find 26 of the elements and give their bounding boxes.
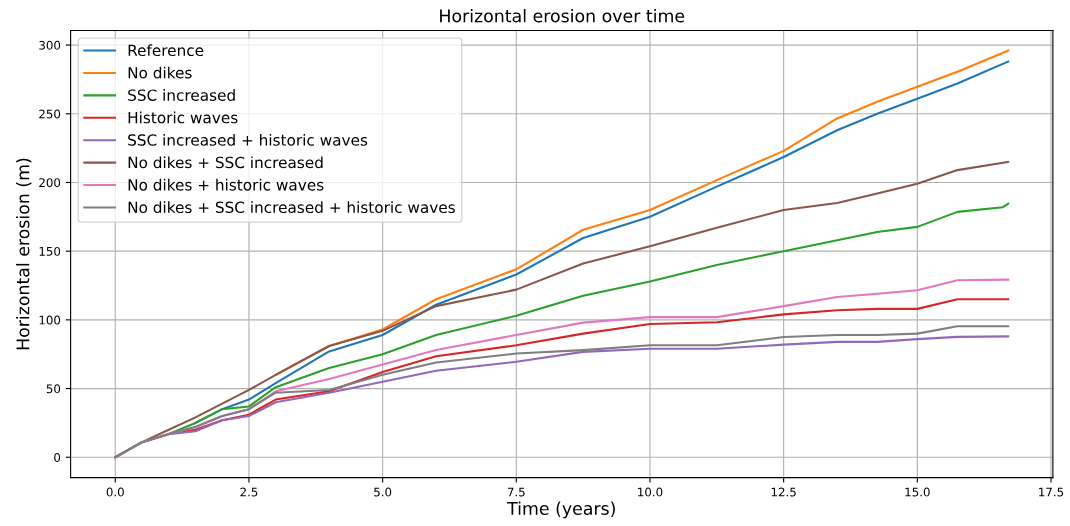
legend-label: No dikes + SSC increased + historic waves <box>128 201 455 214</box>
y-tick-label: 150 <box>39 246 61 256</box>
legend-label: SSC increased <box>128 89 235 101</box>
x-tick-label: 7.5 <box>507 487 525 497</box>
legend-label: No dikes <box>128 66 192 79</box>
y-tick-label: 0 <box>54 453 61 462</box>
y-tick-label: 100 <box>39 315 61 325</box>
legend-label: No dikes + SSC increased <box>128 156 323 169</box>
legend-label: Historic waves <box>128 111 238 124</box>
legend-label: SSC increased + historic waves <box>128 133 368 146</box>
y-tick-label: 300 <box>39 40 61 50</box>
x-tick-label: 5.0 <box>374 487 392 497</box>
x-tick-label: 12.5 <box>771 487 796 497</box>
legend-label: No dikes + historic waves <box>128 178 324 191</box>
chart-title: Horizontal erosion over time <box>440 8 685 23</box>
x-tick-label: 0.0 <box>106 487 124 497</box>
legend-label: Reference <box>128 44 204 57</box>
x-tick-label: 10.0 <box>638 487 663 497</box>
y-tick-label: 200 <box>39 178 61 188</box>
x-tick-label: 15.0 <box>905 487 930 497</box>
x-tick-label: 2.5 <box>240 487 258 497</box>
y-tick-label: 50 <box>46 384 61 394</box>
x-axis-title: Time (years) <box>507 501 615 519</box>
y-axis-title: Horizontal erosion (m) <box>16 158 32 350</box>
x-tick-label: 17.5 <box>1039 487 1064 497</box>
y-tick-label: 250 <box>39 109 61 119</box>
